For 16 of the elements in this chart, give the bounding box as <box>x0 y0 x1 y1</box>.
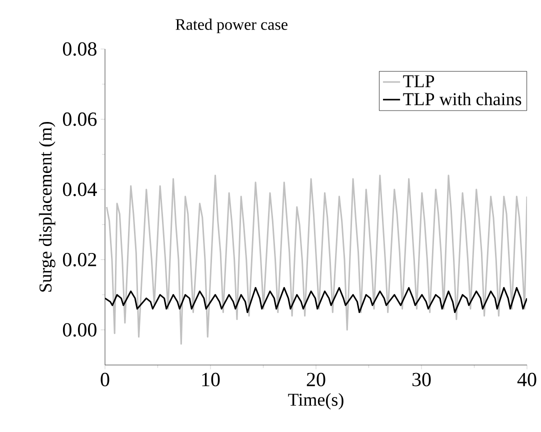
y-tick-label: 0.06 <box>62 112 97 126</box>
y-tick-label: 0.00 <box>62 323 96 337</box>
legend-label: TLP <box>403 75 434 88</box>
x-tick-label: 30 <box>412 372 431 386</box>
line-series <box>106 174 527 345</box>
y-tick-label: 0.04 <box>62 182 97 196</box>
y-axis-title: Surge displacement (m) <box>38 122 56 292</box>
x-tick-label: 10 <box>202 372 220 386</box>
x-tick-label: 20 <box>306 372 326 386</box>
x-axis-title: Time(s) <box>288 393 344 410</box>
y-tick-label: 0.02 <box>62 252 96 266</box>
y-tick-label: 0.08 <box>62 42 96 56</box>
x-tick-label: 0 <box>100 372 110 386</box>
x-tick-label: 40 <box>517 372 536 386</box>
chart-title: Rated power case <box>176 18 288 34</box>
legend-label: TLP with chains <box>403 92 522 106</box>
